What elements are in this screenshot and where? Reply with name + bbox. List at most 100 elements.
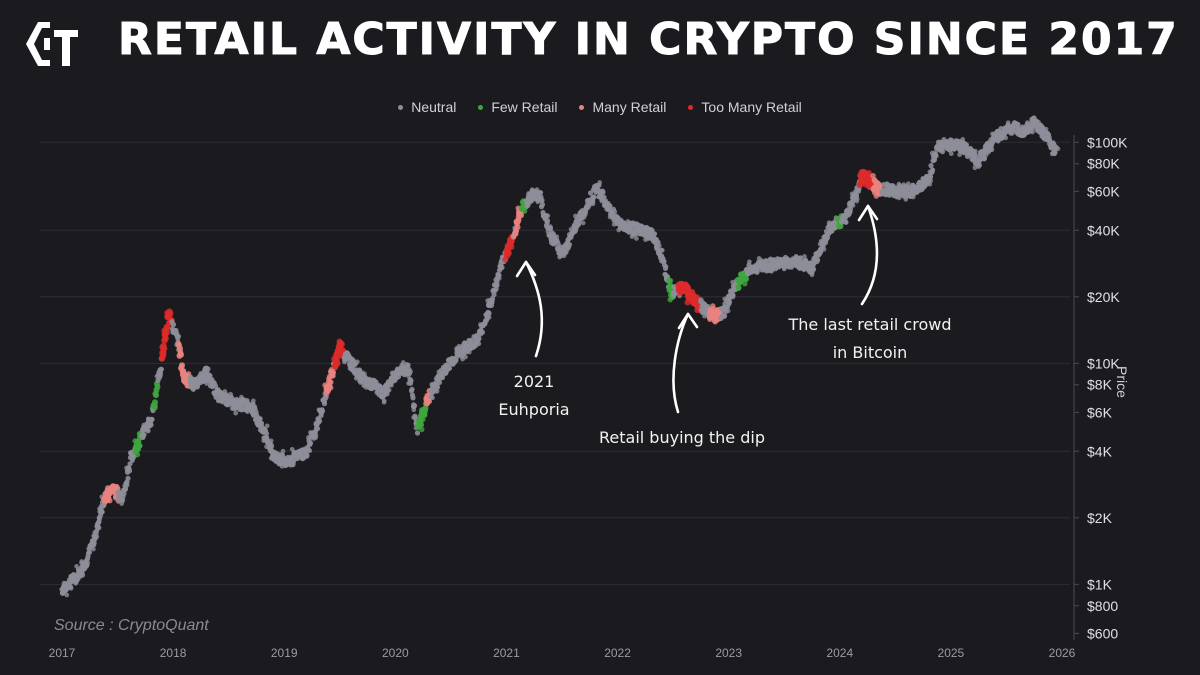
data-point xyxy=(476,336,482,342)
y-tick-label: $1K xyxy=(1087,576,1113,592)
data-point xyxy=(810,266,816,272)
data-point xyxy=(262,426,268,432)
data-point xyxy=(175,336,181,342)
arrow-last-retail xyxy=(860,204,879,306)
data-point xyxy=(513,228,519,234)
data-point xyxy=(583,206,589,212)
data-point xyxy=(989,147,995,153)
data-point xyxy=(487,300,493,306)
data-point xyxy=(769,268,774,274)
page-title: Retail Activity in Crypto Since 2017 xyxy=(118,14,1179,66)
data-point xyxy=(91,546,96,552)
annotation-line: 2021 xyxy=(513,372,555,391)
data-point xyxy=(280,448,286,454)
chart-grid xyxy=(40,141,1070,585)
data-point xyxy=(164,329,171,336)
data-point xyxy=(468,337,474,343)
data-point xyxy=(493,283,499,289)
legend-item-too-many-retail[interactable]: Too Many Retail xyxy=(688,99,802,115)
y-tick-label: $100K xyxy=(1087,134,1128,150)
annotation-line: The last retail crowd xyxy=(788,315,952,334)
annotation-last-retail: The last retail crowd in Bitcoin xyxy=(760,311,980,367)
data-point xyxy=(847,208,853,214)
annotation-dip: Retail buying the dip xyxy=(572,424,792,452)
y-tick-label: $10K xyxy=(1087,355,1120,371)
data-point xyxy=(434,388,440,394)
data-point xyxy=(96,515,102,521)
data-point xyxy=(1055,146,1061,152)
legend-item-few-retail[interactable]: Few Retail xyxy=(478,99,557,115)
data-point xyxy=(903,197,909,202)
y-tick-label: $20K xyxy=(1087,289,1120,305)
data-point xyxy=(870,173,876,179)
data-point xyxy=(939,149,946,155)
data-point xyxy=(410,395,416,401)
data-point xyxy=(330,373,336,379)
data-point xyxy=(930,167,935,173)
x-tick-label: 2018 xyxy=(160,646,187,660)
data-point xyxy=(179,372,186,378)
data-point xyxy=(600,189,606,195)
data-point xyxy=(430,395,435,401)
data-point xyxy=(141,432,147,438)
data-point xyxy=(268,443,275,449)
data-point xyxy=(107,498,113,504)
data-point xyxy=(510,233,517,239)
data-point xyxy=(90,541,97,547)
data-point xyxy=(616,227,622,233)
data-point xyxy=(233,410,239,416)
legend-dot-many-retail xyxy=(579,104,585,110)
data-point xyxy=(933,153,939,159)
data-point xyxy=(667,277,674,284)
data-point xyxy=(505,249,512,257)
data-point xyxy=(607,203,613,209)
data-point xyxy=(264,423,270,429)
data-point xyxy=(580,220,586,226)
data-point xyxy=(797,255,804,261)
arrow-dip-head xyxy=(677,312,699,330)
data-point xyxy=(561,253,567,259)
data-point xyxy=(815,258,821,263)
data-point xyxy=(406,362,411,368)
data-point xyxy=(521,208,528,214)
data-point xyxy=(418,422,424,428)
data-point xyxy=(327,379,334,386)
legend-item-neutral[interactable]: Neutral xyxy=(398,99,456,115)
data-point xyxy=(304,452,310,458)
data-point xyxy=(634,236,639,241)
data-point xyxy=(263,430,270,437)
data-point xyxy=(802,254,807,259)
data-point xyxy=(222,389,228,394)
data-point xyxy=(68,586,74,591)
data-point xyxy=(406,370,413,376)
data-point xyxy=(535,199,541,205)
data-point xyxy=(821,246,827,252)
data-point xyxy=(178,351,184,358)
data-point xyxy=(736,285,742,292)
chart-axes: $600 $800 $1K $2K $4K $6K $8K $10K $20K $40K $60K $… xyxy=(49,134,1128,660)
legend-label: Few Retail xyxy=(491,99,558,115)
data-point xyxy=(420,416,426,423)
data-point xyxy=(963,142,970,148)
x-tick-label: 2023 xyxy=(715,646,742,660)
annotation-line: Euhporia xyxy=(498,400,570,419)
y-tick-label: $60K xyxy=(1087,183,1120,199)
x-tick-label: 2017 xyxy=(49,646,76,660)
data-point xyxy=(884,181,890,187)
data-point xyxy=(179,362,185,369)
data-point xyxy=(122,486,129,492)
data-point xyxy=(545,213,551,219)
data-point xyxy=(566,242,573,248)
arrow-last-retail-head xyxy=(857,204,879,222)
data-point xyxy=(257,416,263,422)
data-point xyxy=(661,258,667,264)
legend-item-many-retail[interactable]: Many Retail xyxy=(579,99,666,115)
data-point xyxy=(324,391,330,397)
annotation-line: in Bitcoin xyxy=(832,343,908,362)
data-point xyxy=(1003,135,1009,141)
data-point xyxy=(479,329,486,335)
y-tick-label: $40K xyxy=(1087,222,1120,238)
data-point xyxy=(727,288,733,294)
source-credit: Source : CryptoQuant xyxy=(54,617,209,634)
